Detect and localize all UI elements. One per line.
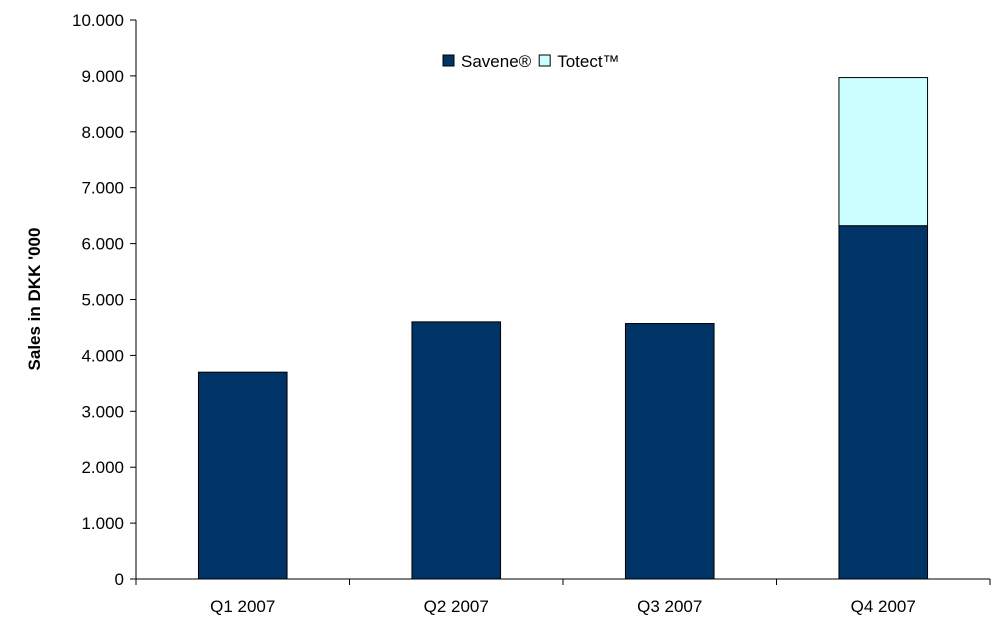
y-tick-label: 6.000 [81, 235, 124, 254]
y-tick-label: 10.000 [72, 11, 124, 30]
x-tick-label: Q1 2007 [210, 597, 275, 616]
y-tick-label: 2.000 [81, 458, 124, 477]
bar-savene-q1 [197, 371, 288, 580]
y-tick-label: 3.000 [81, 402, 124, 421]
legend-swatch-totect [538, 54, 551, 67]
y-tick-label: 4.000 [81, 346, 124, 365]
y-tick-label: 1.000 [81, 514, 124, 533]
bars [197, 77, 929, 580]
legend-label-savene: Savene® [461, 52, 532, 71]
legend: Savene® Totect™ [442, 52, 620, 71]
y-tick-label: 8.000 [81, 123, 124, 142]
bar-totect-q4 [838, 77, 929, 227]
x-tick-label: Q3 2007 [637, 597, 702, 616]
bar-savene-q4 [838, 225, 929, 580]
y-axis: 0 1.000 2.000 3.000 4.000 5.000 6.000 7.000 8.00… [72, 11, 137, 589]
legend-label-totect: Totect™ [557, 52, 619, 71]
bar-savene-q2 [411, 321, 502, 580]
x-tick-label: Q2 2007 [424, 597, 489, 616]
y-tick-label: 5.000 [81, 291, 124, 310]
x-axis: Q1 2007 Q2 2007 Q3 2007 Q4 2007 [135, 578, 991, 616]
y-tick-label: 9.000 [81, 67, 124, 86]
legend-swatch-savene [442, 54, 455, 67]
bar-savene-q3 [624, 323, 715, 580]
y-tick-label: 7.000 [81, 179, 124, 198]
y-tick-label: 0 [115, 570, 124, 589]
x-tick-label: Q4 2007 [851, 597, 916, 616]
y-axis-title: Sales in DKK '000 [25, 228, 44, 371]
